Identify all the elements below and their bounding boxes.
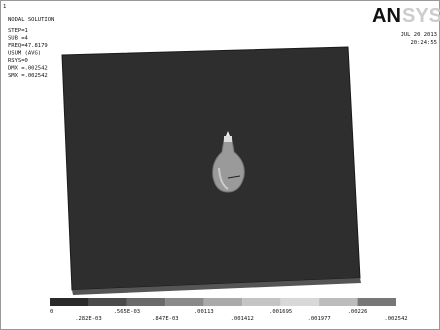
legend-swatch	[165, 298, 203, 306]
info-line: USUM (AVG)	[8, 51, 41, 57]
info-line: DMX =.002542	[8, 66, 48, 72]
info-line: SUB =4	[8, 36, 29, 42]
screen: 1 NODAL SOLUTION STEP=1 SUB =4FREQ=47.817…	[0, 0, 440, 330]
legend-label: .00113	[194, 309, 214, 315]
logo-faded: SYS	[402, 5, 440, 27]
info-line: SMX =.002542	[8, 73, 48, 79]
legend-swatch	[281, 298, 319, 306]
legend-swatch	[242, 298, 280, 306]
legend-label: 0	[50, 309, 53, 315]
info-line: RSYS=0	[8, 58, 28, 64]
corner-number: 1	[3, 4, 6, 10]
legend-label: .001977	[308, 316, 331, 322]
legend-label: .565E-03	[114, 309, 141, 315]
legend-swatch	[358, 298, 396, 306]
time: 20:24:55	[411, 40, 438, 46]
info-line: FREQ=47.8179	[8, 43, 48, 49]
info-title: NODAL SOLUTION	[8, 17, 54, 23]
plate	[62, 47, 360, 290]
legend-swatch	[88, 298, 126, 306]
legend-swatch	[127, 298, 165, 306]
legend-swatch	[319, 298, 357, 306]
date: JUL 20 2013	[401, 32, 437, 38]
legend-label: .282E-03	[75, 316, 102, 322]
info-line: STEP=1	[8, 28, 28, 34]
legend-label: .001695	[269, 309, 292, 315]
legend-label: .001412	[231, 316, 254, 322]
legend-swatch	[204, 298, 242, 306]
legend-label: .847E-03	[152, 316, 179, 322]
legend-label: .00226	[348, 309, 368, 315]
legend-label: .002542	[384, 316, 407, 322]
legend-swatch	[50, 298, 88, 306]
logo-bold: AN	[372, 5, 401, 27]
